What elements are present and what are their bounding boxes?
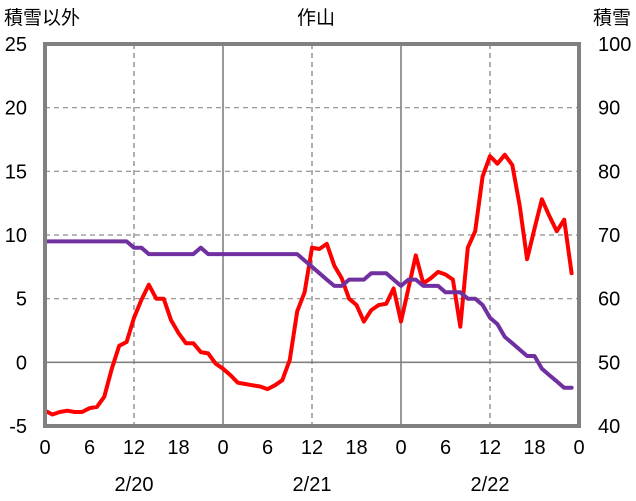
x-tick-label: 6: [262, 437, 273, 459]
left-tick-label: 15: [5, 161, 27, 183]
x-tick-label: 6: [84, 437, 95, 459]
left-tick-label: -5: [9, 416, 27, 438]
series-layer: [43, 152, 574, 417]
left-axis-label: 積雪以外: [4, 7, 80, 29]
x-axis-ticks: 0 6 12 18 0 6 12 18 0 6 12 18 0: [39, 437, 584, 459]
purple-series-line: [43, 239, 574, 390]
left-axis-ticks: 25 20 15 10 5 0 -5: [5, 34, 27, 438]
date-label: 2/20: [115, 474, 154, 496]
right-tick-label: 100: [598, 34, 631, 56]
right-axis-label: 積雪: [593, 7, 631, 29]
left-tick-label: 5: [16, 289, 27, 311]
left-tick-label: 10: [5, 225, 27, 247]
x-tick-label: 18: [167, 437, 189, 459]
left-tick-label: 25: [5, 34, 27, 56]
red-series-line: [43, 152, 574, 417]
x-tick-label: 0: [217, 437, 228, 459]
chart-title: 作山: [297, 7, 335, 29]
right-tick-label: 90: [598, 98, 620, 120]
x-tick-label: 12: [301, 437, 323, 459]
right-axis-ticks: 100 90 80 70 60 50 40: [598, 34, 631, 438]
x-tick-label: 12: [123, 437, 145, 459]
x-tick-label: 0: [39, 437, 50, 459]
right-tick-label: 80: [598, 161, 620, 183]
date-label: 2/22: [471, 474, 510, 496]
right-tick-label: 40: [598, 416, 620, 438]
x-tick-label: 0: [395, 437, 406, 459]
plot-frame: [43, 42, 581, 428]
x-tick-label: 6: [440, 437, 451, 459]
x-tick-label: 0: [573, 437, 584, 459]
x-tick-label: 18: [345, 437, 367, 459]
x-tick-label: 12: [479, 437, 501, 459]
date-label: 2/21: [293, 474, 332, 496]
left-tick-label: 0: [16, 352, 27, 374]
x-tick-label: 18: [523, 437, 545, 459]
date-labels: 2/20 2/21 2/22: [115, 474, 510, 496]
right-tick-label: 60: [598, 289, 620, 311]
right-tick-label: 50: [598, 352, 620, 374]
grid-lines: [45, 44, 579, 426]
right-tick-label: 70: [598, 225, 620, 247]
left-tick-label: 20: [5, 98, 27, 120]
